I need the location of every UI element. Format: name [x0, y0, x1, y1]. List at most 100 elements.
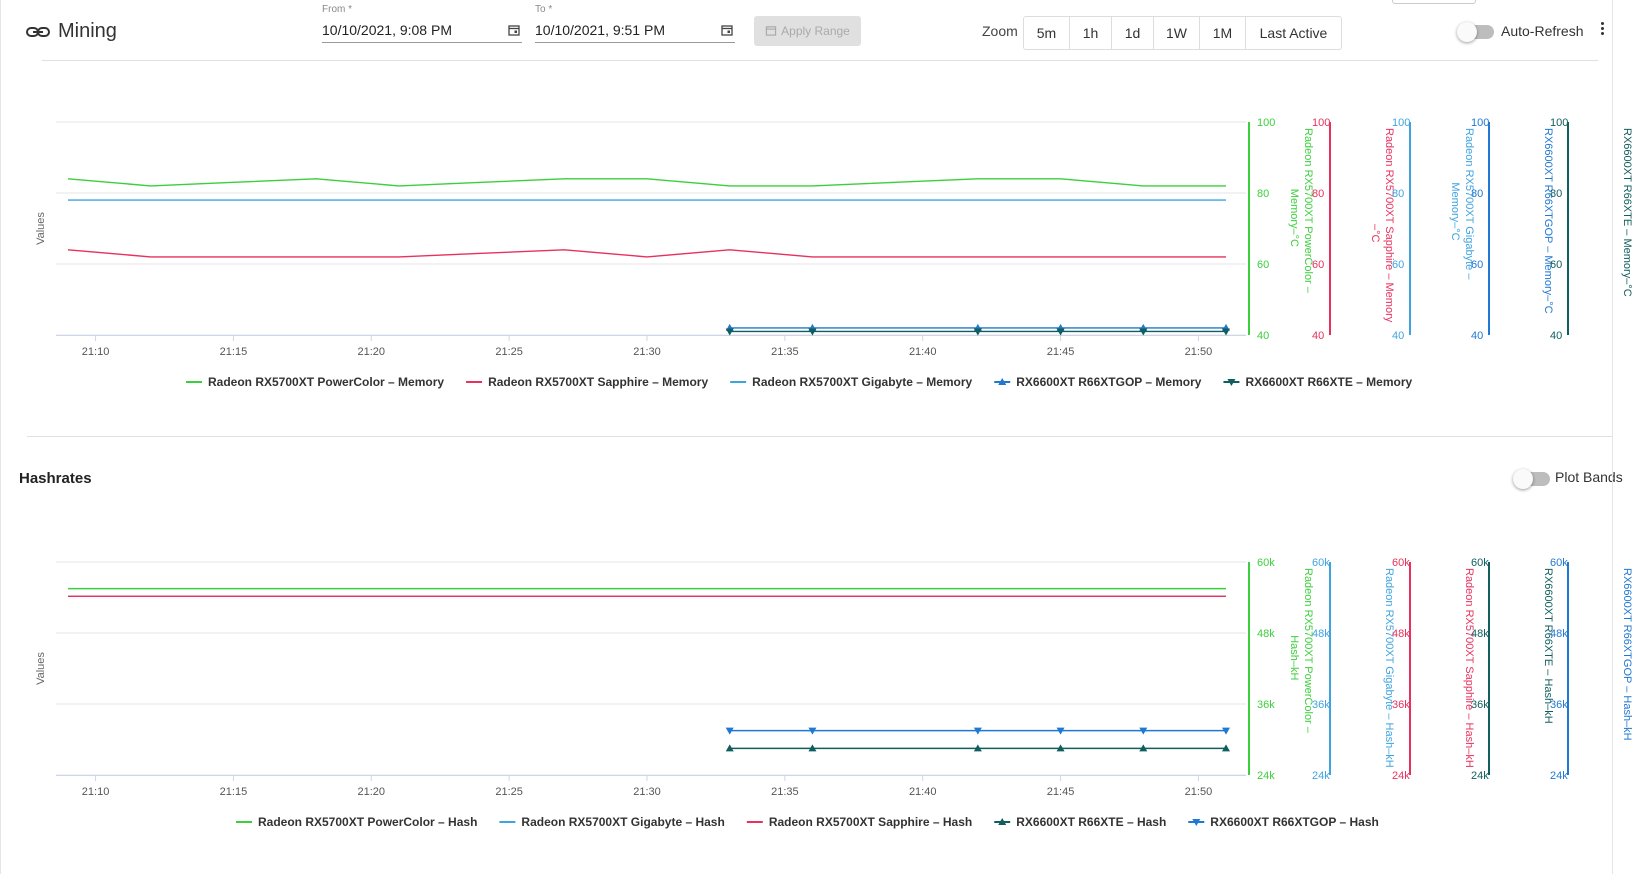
legend-label: Radeon RX5700XT PowerColor – Hash: [258, 815, 477, 829]
y-tick-label: 24k: [1257, 770, 1275, 782]
y-tick-label: 48k: [1550, 628, 1568, 640]
legend-marker: [1192, 819, 1201, 826]
zoom-1h-button[interactable]: 1h: [1070, 17, 1112, 49]
legend-marker: [998, 818, 1007, 825]
legend-label: RX6600XT R66XTE – Hash: [1016, 815, 1166, 829]
y-tick-label: 80: [1312, 188, 1324, 200]
zoom-1w-button[interactable]: 1W: [1154, 17, 1200, 49]
apply-range-button[interactable]: Apply Range: [754, 16, 861, 46]
hashrates-section-title: Hashrates: [19, 470, 92, 487]
y-tick-label: 36k: [1392, 699, 1410, 711]
legend-item[interactable]: Radeon RX5700XT PowerColor – Memory: [186, 375, 444, 389]
y-tick-label: 60k: [1471, 557, 1489, 569]
y-axis-title-line: Radeon RX5700XT Sapphire – Hash–kH: [1463, 568, 1475, 768]
y-axis-title-line: Memory–°C: [1288, 189, 1300, 247]
legend-item[interactable]: Radeon RX5700XT Gigabyte – Memory: [730, 375, 973, 389]
series-line: [67, 178, 1226, 187]
data-point-marker[interactable]: [973, 727, 982, 735]
page-right-border: [1612, 0, 1613, 874]
x-tick-label: 21:25: [495, 346, 523, 358]
legend-item[interactable]: RX6600XT R66XTGOP – Memory: [994, 375, 1202, 389]
zoom-1m-button[interactable]: 1M: [1200, 17, 1246, 49]
legend-label: RX6600XT R66XTGOP – Memory: [1016, 375, 1202, 389]
x-tick-label: 21:10: [82, 786, 110, 798]
y-tick-label: 100: [1257, 117, 1275, 129]
y-tick-label: 60: [1257, 259, 1269, 271]
x-tick-label: 21:35: [771, 346, 799, 358]
zoom-5m-button[interactable]: 5m: [1024, 17, 1070, 49]
data-point-marker[interactable]: [808, 744, 817, 752]
zoom-last-active-button[interactable]: Last Active: [1259, 25, 1328, 41]
data-point-marker[interactable]: [1056, 328, 1065, 336]
legend-item[interactable]: RX6600XT R66XTE – Memory: [1223, 375, 1413, 389]
y-axis-title: Values: [35, 652, 47, 685]
y-axis-title-line: RX6600XT R66XTE – Memory–°C: [1621, 128, 1633, 297]
more-options-icon[interactable]: [1601, 22, 1605, 37]
auto-refresh-toggle[interactable]: [1457, 22, 1494, 42]
data-point-marker[interactable]: [1056, 727, 1065, 735]
legend-item[interactable]: Radeon RX5700XT Sapphire – Hash: [746, 815, 972, 829]
y-tick-label: 80: [1550, 188, 1562, 200]
legend-label: Radeon RX5700XT Gigabyte – Memory: [752, 375, 972, 389]
data-point-marker[interactable]: [973, 328, 982, 336]
y-tick-label: 36k: [1257, 699, 1275, 711]
y-tick-label: 40: [1471, 330, 1483, 342]
x-tick-label: 21:15: [220, 786, 248, 798]
x-tick-label: 21:25: [495, 786, 523, 798]
data-point-marker[interactable]: [725, 727, 734, 735]
data-point-marker[interactable]: [973, 744, 982, 752]
legend-item[interactable]: Radeon RX5700XT Gigabyte – Hash: [499, 815, 725, 829]
legend-label: Radeon RX5700XT Gigabyte – Hash: [521, 815, 724, 829]
data-point-marker[interactable]: [1139, 328, 1148, 336]
data-point-marker[interactable]: [725, 328, 734, 336]
y-axis-title-line: Radeon RX5700XT PowerColor –: [1302, 128, 1314, 294]
x-tick-label: 21:45: [1047, 786, 1075, 798]
calendar-icon[interactable]: [508, 24, 520, 36]
legend-item[interactable]: Radeon RX5700XT PowerColor – Hash: [236, 815, 477, 829]
plot-bands-toggle[interactable]: [1513, 469, 1550, 489]
x-tick-label: 21:50: [1185, 786, 1213, 798]
legend-item[interactable]: RX6600XT R66XTE – Hash: [994, 815, 1166, 829]
y-axis-title: Values: [35, 212, 47, 245]
from-date-value: 10/10/2021, 9:08 PM: [322, 22, 452, 38]
y-axis-title-line: Hash–kH: [1288, 635, 1300, 680]
legend-item[interactable]: RX6600XT R66XTGOP – Hash: [1188, 815, 1379, 829]
y-tick-label: 40: [1392, 330, 1404, 342]
y-axis-title-line: RX6600XT R66XTE – Hash–kH: [1542, 568, 1554, 724]
x-tick-label: 21:20: [358, 346, 386, 358]
legend-item[interactable]: Radeon RX5700XT Sapphire – Memory: [466, 375, 708, 389]
y-tick-label: 100: [1312, 117, 1330, 129]
x-tick-label: 21:40: [909, 786, 937, 798]
data-point-marker[interactable]: [1222, 727, 1230, 735]
x-tick-label: 21:45: [1047, 346, 1075, 358]
data-point-marker[interactable]: [808, 727, 817, 735]
data-point-marker[interactable]: [1139, 727, 1148, 735]
data-point-marker[interactable]: [1056, 744, 1065, 752]
legend-label: Radeon RX5700XT PowerColor – Memory: [208, 375, 444, 389]
calendar-icon[interactable]: [721, 24, 733, 36]
y-axis-title-line: –°C: [1369, 224, 1381, 243]
y-tick-label: 80: [1392, 188, 1404, 200]
y-tick-label: 100: [1550, 117, 1568, 129]
y-tick-label: 24k: [1312, 770, 1330, 782]
x-tick-label: 21:50: [1185, 346, 1213, 358]
data-point-marker[interactable]: [1139, 744, 1148, 752]
from-date-field[interactable]: 10/10/2021, 9:08 PM: [322, 20, 522, 43]
y-tick-label: 24k: [1471, 770, 1489, 782]
y-tick-label: 100: [1392, 117, 1410, 129]
zoom-button-group: 5m 1h 1d 1W 1M Last Active: [1023, 16, 1342, 50]
y-tick-label: 48k: [1312, 628, 1330, 640]
x-tick-label: 21:20: [358, 786, 386, 798]
data-point-marker[interactable]: [1222, 328, 1230, 336]
data-point-marker[interactable]: [725, 744, 734, 752]
zoom-1d-button[interactable]: 1d: [1112, 17, 1154, 49]
data-point-marker[interactable]: [1222, 744, 1230, 752]
to-date-field[interactable]: 10/10/2021, 9:51 PM: [535, 20, 735, 43]
y-tick-label: 60: [1392, 259, 1404, 271]
y-axis-title: Radeon RX5700XT PowerColor –Hash–kH: [1288, 568, 1314, 734]
data-point-marker[interactable]: [808, 328, 817, 336]
auto-refresh-label: Auto-Refresh: [1501, 23, 1584, 39]
y-axis-title: RX6600XT R66XTGOP – Hash–kH: [1621, 568, 1633, 741]
y-tick-label: 24k: [1392, 770, 1410, 782]
legend-label: Radeon RX5700XT Sapphire – Memory: [488, 375, 708, 389]
